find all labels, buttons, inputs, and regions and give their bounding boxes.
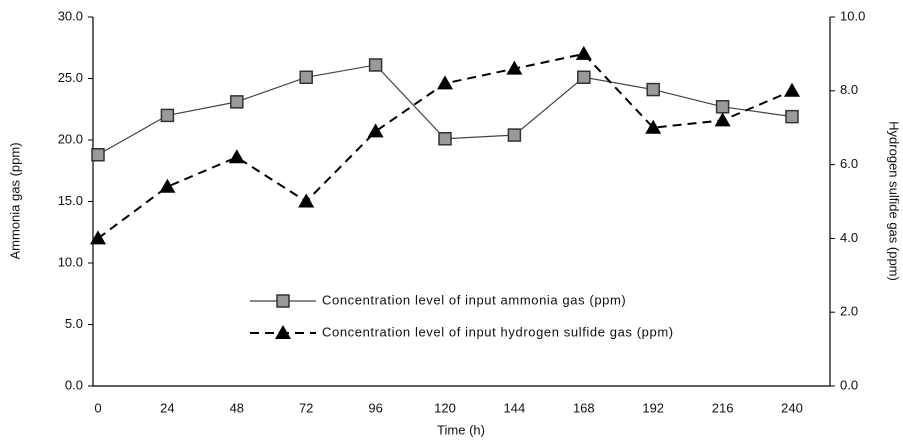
y2-tick-label: 10.0: [840, 8, 865, 23]
x-tick-label: 192: [642, 400, 664, 415]
legend-label: Concentration level of input hydrogen su…: [322, 324, 674, 339]
y2-tick-label: 8.0: [840, 82, 858, 97]
x-axis-title: Time (h): [437, 422, 485, 437]
marker: [160, 108, 175, 123]
x-tick-label: 216: [712, 400, 734, 415]
y-tick-label: 25.0: [58, 70, 83, 85]
x-tick-label: 72: [299, 400, 313, 415]
y2-tick-label: 2.0: [840, 304, 858, 319]
marker: [367, 123, 384, 138]
y-tick-label: 20.0: [58, 131, 83, 146]
marker: [784, 82, 800, 97]
marker: [714, 112, 731, 127]
legend-marker: [275, 325, 291, 339]
marker: [645, 119, 662, 134]
y-tick-label: 0.0: [65, 377, 83, 392]
x-tick-label: 24: [160, 400, 174, 415]
y-axis-title: Ammonia gas (ppm): [7, 142, 22, 259]
y-tick-label: 10.0: [58, 254, 83, 269]
legend-label: Concentration level of input ammonia gas…: [322, 292, 626, 307]
x-tick-label: 96: [368, 400, 382, 415]
marker: [506, 60, 523, 75]
x-tick-label: 120: [434, 400, 456, 415]
marker: [646, 82, 660, 97]
marker: [91, 148, 105, 162]
marker: [368, 58, 383, 72]
marker: [230, 95, 244, 109]
marker: [575, 45, 592, 60]
y2-axis-title: Hydrogen sulfide gas (ppm): [887, 121, 902, 281]
y2-tick-label: 0.0: [840, 377, 858, 392]
marker: [299, 70, 313, 85]
marker: [159, 178, 176, 193]
x-tick-label: 168: [573, 400, 595, 415]
x-tick-label: 48: [230, 400, 244, 415]
marker: [785, 109, 799, 124]
y-tick-label: 15.0: [58, 193, 83, 208]
marker: [228, 149, 245, 164]
y-tick-label: 30.0: [58, 8, 83, 23]
legend-marker: [276, 294, 290, 308]
y2-tick-label: 6.0: [840, 156, 858, 171]
x-tick-label: 144: [504, 400, 526, 415]
marker: [577, 70, 591, 85]
marker: [298, 193, 315, 208]
marker: [507, 128, 522, 142]
marker: [438, 132, 452, 146]
x-tick-label: 240: [781, 400, 803, 415]
y2-tick-label: 4.0: [840, 230, 858, 245]
marker: [437, 75, 453, 90]
y-tick-label: 5.0: [65, 316, 83, 331]
x-tick-label: 0: [94, 400, 101, 415]
marker: [715, 100, 730, 114]
marker: [90, 230, 106, 245]
